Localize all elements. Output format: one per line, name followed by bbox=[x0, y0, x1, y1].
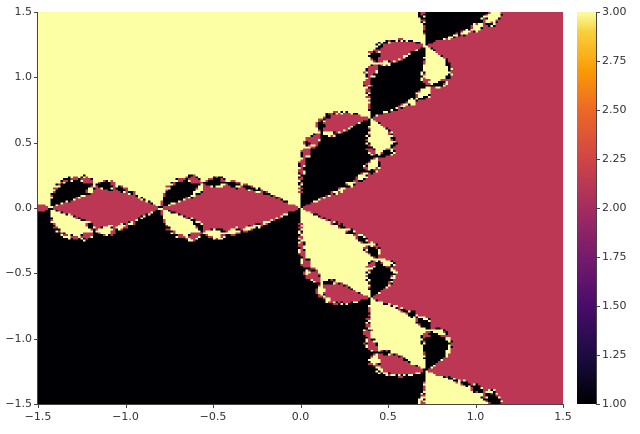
x-tick bbox=[475, 404, 477, 408]
colorbar-tick bbox=[596, 110, 600, 111]
x-tick bbox=[388, 404, 389, 408]
y-tick bbox=[34, 12, 38, 13]
x-tick-label: −1.5 bbox=[24, 410, 52, 423]
x-tick-label: 0.0 bbox=[291, 410, 310, 423]
y-tick-label: −0.5 bbox=[5, 266, 32, 280]
y-tick bbox=[34, 338, 38, 340]
colorbar-tick-label: 2.50 bbox=[602, 103, 627, 116]
colorbar-tick bbox=[596, 355, 600, 356]
colorbar-tick-label: 3.00 bbox=[602, 5, 627, 18]
y-tick bbox=[34, 77, 38, 79]
colorbar-tick bbox=[596, 159, 600, 160]
colorbar-tick bbox=[596, 306, 600, 307]
x-tick bbox=[563, 404, 564, 408]
heatmap bbox=[38, 12, 563, 404]
colorbar-tick-label: 1.25 bbox=[602, 348, 627, 361]
colorbar-tick-label: 1.75 bbox=[602, 250, 627, 263]
y-tick bbox=[34, 142, 38, 144]
y-tick bbox=[34, 404, 38, 405]
colorbar-tick bbox=[596, 61, 600, 62]
y-tick-label: 0.0 bbox=[14, 201, 33, 214]
colorbar-tick-label: 1.50 bbox=[602, 299, 627, 312]
y-tick-label: −1.0 bbox=[5, 331, 32, 345]
x-tick bbox=[125, 404, 127, 408]
x-tick-label: 1.5 bbox=[554, 410, 572, 423]
x-tick-label: 1.0 bbox=[466, 410, 485, 423]
colorbar-tick-label: 2.00 bbox=[602, 201, 627, 214]
y-tick-label: −1.5 bbox=[5, 397, 32, 410]
x-tick-label: −0.5 bbox=[199, 410, 227, 423]
colorbar-tick-label: 2.25 bbox=[602, 152, 627, 165]
x-tick bbox=[300, 404, 302, 408]
colorbar-tick bbox=[596, 12, 600, 13]
y-tick-label: 1.0 bbox=[14, 70, 33, 84]
y-tick-label: 1.5 bbox=[14, 5, 33, 18]
colorbar-tick bbox=[596, 404, 600, 405]
y-tick bbox=[34, 273, 38, 275]
x-tick bbox=[38, 404, 39, 408]
colorbar-tick-label: 1.00 bbox=[602, 397, 627, 410]
x-tick bbox=[213, 404, 214, 408]
colorbar-tick bbox=[596, 208, 600, 209]
y-tick-label: 0.5 bbox=[14, 135, 33, 149]
x-tick-label: −1.0 bbox=[112, 410, 139, 423]
colorbar bbox=[577, 12, 596, 404]
colorbar-tick-label: 2.75 bbox=[602, 54, 627, 67]
y-tick bbox=[34, 208, 38, 209]
colorbar-tick bbox=[596, 257, 600, 258]
x-tick-label: 0.5 bbox=[379, 410, 397, 423]
